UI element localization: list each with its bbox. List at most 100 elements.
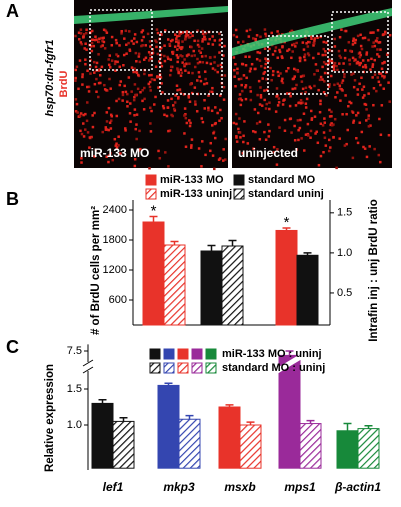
cell xyxy=(275,87,279,90)
cell xyxy=(335,166,338,170)
cell xyxy=(247,35,251,38)
image-label: uninjected xyxy=(238,146,298,160)
legend-swatch xyxy=(233,174,245,186)
cell xyxy=(372,87,376,90)
cell xyxy=(142,58,146,61)
cell xyxy=(328,115,332,118)
cell xyxy=(286,92,289,95)
cell xyxy=(116,54,120,58)
cell xyxy=(75,102,79,106)
cell xyxy=(304,106,308,109)
cell xyxy=(168,129,172,132)
cell xyxy=(201,37,205,41)
cell xyxy=(363,94,366,97)
cell xyxy=(209,62,213,66)
cell xyxy=(119,80,123,83)
cell xyxy=(358,63,361,67)
cell xyxy=(177,97,180,100)
cell xyxy=(177,44,180,47)
cell xyxy=(317,88,320,92)
cell xyxy=(238,131,242,134)
cell xyxy=(137,55,141,58)
cell xyxy=(340,28,343,31)
cell xyxy=(170,97,173,101)
cell xyxy=(148,74,151,77)
cell xyxy=(356,34,360,38)
cell xyxy=(319,99,322,103)
cell xyxy=(268,47,271,51)
cell xyxy=(379,83,382,87)
cell xyxy=(189,121,192,125)
cell xyxy=(114,38,118,42)
cell xyxy=(179,91,183,95)
cell xyxy=(373,147,376,151)
cell xyxy=(277,97,281,100)
cell xyxy=(330,114,333,118)
cell xyxy=(253,67,257,71)
cell xyxy=(160,33,163,36)
cell xyxy=(167,129,170,133)
cell xyxy=(102,40,106,44)
cell xyxy=(134,127,137,131)
cell xyxy=(235,140,239,143)
cell xyxy=(105,120,109,123)
cell xyxy=(295,148,298,151)
cell xyxy=(244,84,248,87)
cell xyxy=(216,111,219,115)
cell xyxy=(248,70,252,73)
cell xyxy=(108,121,112,125)
cell xyxy=(183,58,186,61)
cell xyxy=(196,61,200,65)
cell xyxy=(285,69,288,73)
cell xyxy=(209,149,212,153)
cell xyxy=(338,87,342,90)
cell xyxy=(280,79,284,83)
cell xyxy=(318,78,322,82)
cell xyxy=(171,38,174,42)
cell xyxy=(372,41,375,44)
cell xyxy=(107,63,111,67)
cell xyxy=(91,29,94,33)
cell xyxy=(307,53,311,57)
cell xyxy=(359,53,362,57)
cell xyxy=(372,31,375,34)
cell xyxy=(286,49,289,53)
cell xyxy=(322,60,326,64)
cell xyxy=(160,82,163,85)
cell xyxy=(356,88,359,91)
cell xyxy=(102,28,106,32)
cell xyxy=(323,80,326,83)
cell xyxy=(135,123,138,126)
cell xyxy=(269,66,272,70)
cell xyxy=(333,61,337,65)
cell xyxy=(319,35,322,39)
cell xyxy=(268,129,271,133)
cell xyxy=(79,129,82,133)
cell xyxy=(249,90,253,93)
cell xyxy=(175,84,179,87)
cell xyxy=(349,101,353,105)
cell xyxy=(90,41,94,45)
cell xyxy=(296,70,300,73)
y2-tick-label: 1.0 xyxy=(337,247,352,259)
cell xyxy=(94,148,98,152)
cell xyxy=(98,73,102,77)
cell xyxy=(159,56,163,60)
cell xyxy=(93,71,96,74)
cell xyxy=(341,79,345,82)
cell xyxy=(309,129,313,133)
cell xyxy=(155,75,159,79)
cell xyxy=(193,39,196,43)
cell xyxy=(84,31,88,35)
cell xyxy=(279,72,282,75)
cell xyxy=(205,61,209,65)
cell xyxy=(313,42,316,45)
cell xyxy=(87,85,91,89)
cell xyxy=(299,118,302,122)
cell xyxy=(104,128,108,131)
bar xyxy=(239,424,262,469)
cell xyxy=(189,83,192,86)
cell xyxy=(142,35,145,39)
cell xyxy=(365,108,368,111)
cell xyxy=(74,98,78,101)
